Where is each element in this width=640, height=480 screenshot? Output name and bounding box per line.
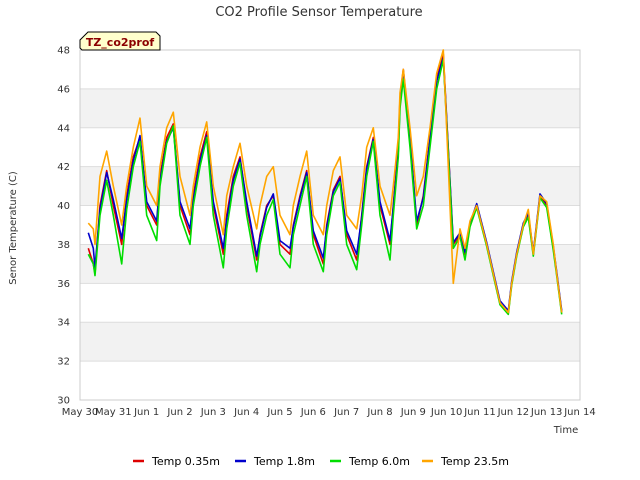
y-axis-label: Senor Temperature (C) bbox=[8, 171, 19, 285]
x-tick-label: Jun 7 bbox=[333, 407, 359, 418]
plot-band bbox=[80, 127, 580, 167]
plot-band bbox=[80, 283, 580, 323]
y-tick-label: 46 bbox=[57, 84, 70, 95]
x-tick-label: Jun 4 bbox=[233, 407, 259, 418]
legend-label: Temp 23.5m bbox=[440, 455, 509, 468]
plot-band bbox=[80, 88, 580, 128]
y-tick-label: 38 bbox=[57, 240, 70, 251]
x-tick-label: Jun 12 bbox=[497, 407, 530, 418]
y-tick-label: 30 bbox=[57, 396, 70, 407]
plot-band bbox=[80, 322, 580, 362]
chart-title: CO2 Profile Sensor Temperature bbox=[215, 5, 422, 20]
y-tick-label: 44 bbox=[57, 123, 70, 134]
badge-shape bbox=[79, 31, 161, 51]
y-tick-labels: 30 32 34 36 38 40 42 44 46 48 bbox=[57, 46, 70, 407]
plot-frame bbox=[79, 49, 581, 401]
legend: Temp 0.35m Temp 1.8m Temp 6.0m Temp 23.5m bbox=[133, 455, 509, 468]
series-line bbox=[87, 49, 563, 314]
plot-band bbox=[80, 361, 580, 400]
badge-label: TZ_co2prof bbox=[86, 36, 155, 49]
x-tick-label: Jun 9 bbox=[400, 407, 426, 418]
x-tick-label: May 30 bbox=[62, 407, 99, 418]
x-tick-label: Jun 11 bbox=[463, 407, 496, 418]
x-axis-label: Time bbox=[553, 425, 578, 436]
x-tick-label: Jun 5 bbox=[266, 407, 292, 418]
y-tick-label: 40 bbox=[57, 201, 70, 212]
y-tick-label: 32 bbox=[57, 357, 70, 368]
x-tick-label: Jun 13 bbox=[530, 407, 563, 418]
plot-band bbox=[80, 244, 580, 284]
legend-label: Temp 1.8m bbox=[253, 455, 315, 468]
x-tick-label: Jun 8 bbox=[366, 407, 392, 418]
y-tick-label: 42 bbox=[57, 162, 70, 173]
plot-band bbox=[80, 50, 580, 89]
x-tick-label: Jun 14 bbox=[563, 407, 596, 418]
legend-label: Temp 6.0m bbox=[348, 455, 410, 468]
y-tick-label: 48 bbox=[57, 46, 70, 57]
x-tick-label: Jun 6 bbox=[300, 407, 326, 418]
x-tick-label: Jun 1 bbox=[133, 407, 159, 418]
x-tick-label: Jun 3 bbox=[200, 407, 226, 418]
x-tick-label: May 31 bbox=[95, 407, 132, 418]
plot-bands bbox=[80, 50, 580, 400]
x-tick-label: Jun 10 bbox=[430, 407, 463, 418]
series-lines bbox=[87, 49, 563, 316]
dataset-badge: TZ_co2prof bbox=[79, 31, 161, 51]
y-tick-label: 34 bbox=[57, 318, 70, 329]
y-tick-label: 36 bbox=[57, 279, 70, 290]
legend-label: Temp 0.35m bbox=[151, 455, 220, 468]
x-tick-label: Jun 2 bbox=[166, 407, 192, 418]
